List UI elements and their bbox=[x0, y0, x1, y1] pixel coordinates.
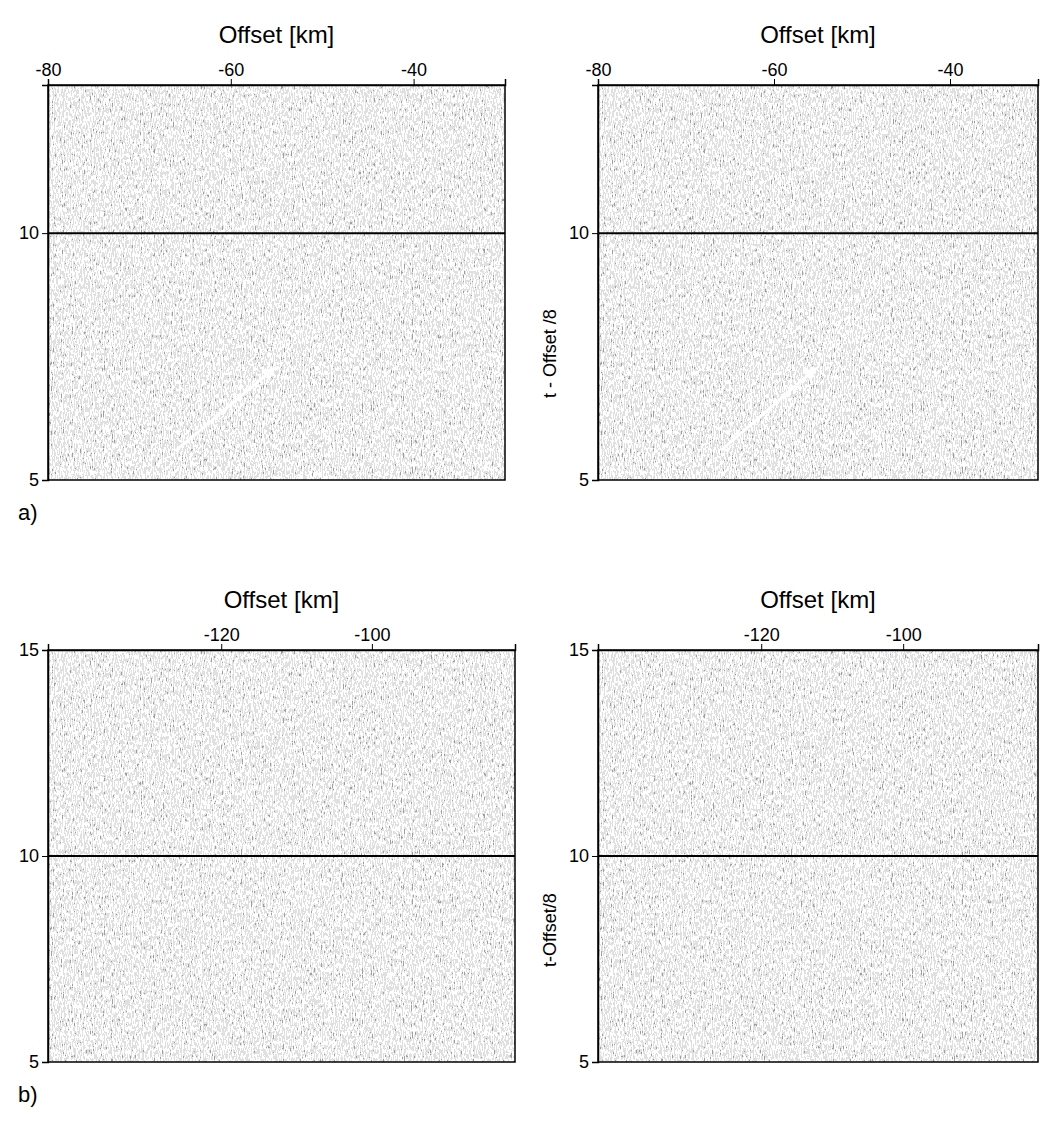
tick-label: -120 bbox=[204, 625, 240, 645]
axis-title: Offset [km] bbox=[224, 586, 340, 613]
arrow bbox=[176, 373, 269, 451]
y-axis: 5 10 15 bbox=[19, 640, 49, 1072]
frame bbox=[48, 650, 515, 1062]
arrow bbox=[721, 373, 810, 450]
tick: 5 bbox=[579, 1052, 598, 1072]
tick-label: 10 bbox=[569, 846, 589, 866]
axis-line bbox=[592, 86, 599, 481]
y-axis: 5 10 bbox=[569, 86, 599, 491]
tick: -100 bbox=[354, 625, 390, 650]
tick-mark bbox=[42, 1062, 48, 1063]
tick: 10 bbox=[19, 223, 48, 243]
tick-label: -80 bbox=[585, 60, 611, 80]
frame bbox=[598, 85, 1038, 480]
tick: 10 bbox=[569, 846, 598, 866]
axis-title: Offset [km] bbox=[760, 21, 876, 48]
tick-label: -40 bbox=[937, 60, 963, 80]
tick: 10 bbox=[569, 223, 598, 243]
plot-area bbox=[598, 650, 1038, 1062]
tick-mark bbox=[42, 856, 48, 857]
axis-line bbox=[42, 86, 49, 481]
axis-line bbox=[599, 644, 1039, 651]
tick-mark bbox=[592, 480, 598, 481]
plot-area bbox=[48, 650, 515, 1062]
tick: -120 bbox=[204, 625, 240, 650]
tick-mark bbox=[592, 233, 598, 234]
plot-area bbox=[48, 85, 505, 480]
reference-line bbox=[598, 232, 1038, 234]
reference-line bbox=[48, 232, 505, 234]
axis-line bbox=[599, 79, 1039, 86]
tick-label: -120 bbox=[744, 625, 780, 645]
y-axis: 5 10 15 bbox=[569, 640, 599, 1072]
panel: -80 -60 -40 5 10 Offset [km] t - Offset /8 bbox=[540, 21, 1039, 490]
tick: -40 bbox=[937, 60, 963, 85]
tick-label: 15 bbox=[569, 640, 589, 660]
tick-mark bbox=[592, 856, 598, 857]
tick-mark bbox=[592, 1062, 598, 1063]
reference-line bbox=[598, 855, 1038, 857]
tick-mark bbox=[42, 650, 48, 651]
tick-mark bbox=[42, 233, 48, 234]
x-axis: -80 -60 -40 bbox=[585, 60, 1038, 86]
axis-line bbox=[49, 79, 506, 86]
tick: -40 bbox=[401, 60, 427, 85]
tick: 5 bbox=[29, 1052, 48, 1072]
axis-line bbox=[592, 651, 599, 1063]
tick-label: 10 bbox=[569, 223, 589, 243]
x-axis: -80 -60 -40 bbox=[35, 60, 505, 86]
panel-label: b) bbox=[18, 1082, 38, 1107]
tick-label: 10 bbox=[19, 223, 39, 243]
axis-title: Offset [km] bbox=[219, 21, 335, 48]
axis-title: t - Offset /8 bbox=[540, 309, 560, 398]
tick: -120 bbox=[744, 625, 780, 650]
panel: -80 -60 -40 5 10 Offset [km] a) bbox=[18, 21, 506, 525]
seismic-section bbox=[48, 85, 505, 480]
figure: -80 -60 -40 5 10 Offset [km] a) -80 -60 -40 5 10 Off… bbox=[0, 0, 1048, 1124]
tick-label: 5 bbox=[579, 470, 589, 490]
frame bbox=[48, 85, 505, 480]
tick-label: 5 bbox=[579, 1052, 589, 1072]
seismic-section bbox=[598, 85, 1038, 480]
seismic-section bbox=[48, 650, 515, 1062]
tick-label: -40 bbox=[401, 60, 427, 80]
tick: -60 bbox=[218, 60, 244, 85]
tick-label: -80 bbox=[35, 60, 61, 80]
tick: 5 bbox=[579, 470, 598, 490]
tick: 5 bbox=[29, 470, 48, 490]
tick-mark bbox=[592, 650, 598, 651]
tick-label: 5 bbox=[29, 470, 39, 490]
reference-line bbox=[48, 855, 515, 857]
axis-line bbox=[42, 651, 49, 1063]
panel: -120 -100 5 10 15 Offset [km] b) bbox=[18, 586, 516, 1107]
axis-title: t-Offset/8 bbox=[540, 893, 560, 967]
x-axis: -120 -100 bbox=[49, 625, 516, 651]
seismic-section bbox=[598, 650, 1038, 1062]
frame bbox=[598, 650, 1038, 1062]
plot-area bbox=[598, 85, 1038, 480]
tick: 15 bbox=[19, 640, 48, 660]
tick-label: 10 bbox=[19, 846, 39, 866]
arrow-head bbox=[803, 366, 818, 380]
tick: 10 bbox=[19, 846, 48, 866]
panel: -120 -100 5 10 15 Offset [km] t-Offset/8 bbox=[540, 586, 1039, 1072]
tick-label: -100 bbox=[354, 625, 390, 645]
tick-label: -60 bbox=[218, 60, 244, 80]
axis-line bbox=[49, 644, 516, 651]
tick-mark bbox=[42, 480, 48, 481]
x-axis: -120 -100 bbox=[599, 625, 1039, 651]
y-axis: 5 10 bbox=[19, 86, 49, 491]
tick: 15 bbox=[569, 640, 598, 660]
tick-label: -60 bbox=[761, 60, 787, 80]
tick: -80 bbox=[585, 60, 611, 85]
tick-label: 5 bbox=[29, 1052, 39, 1072]
panel-label: a) bbox=[18, 500, 38, 525]
tick-label: -100 bbox=[886, 625, 922, 645]
tick-label: 15 bbox=[19, 640, 39, 660]
axis-title: Offset [km] bbox=[760, 586, 876, 613]
arrow-head bbox=[261, 366, 276, 380]
tick: -80 bbox=[35, 60, 61, 85]
tick: -100 bbox=[886, 625, 922, 650]
tick: -60 bbox=[761, 60, 787, 85]
